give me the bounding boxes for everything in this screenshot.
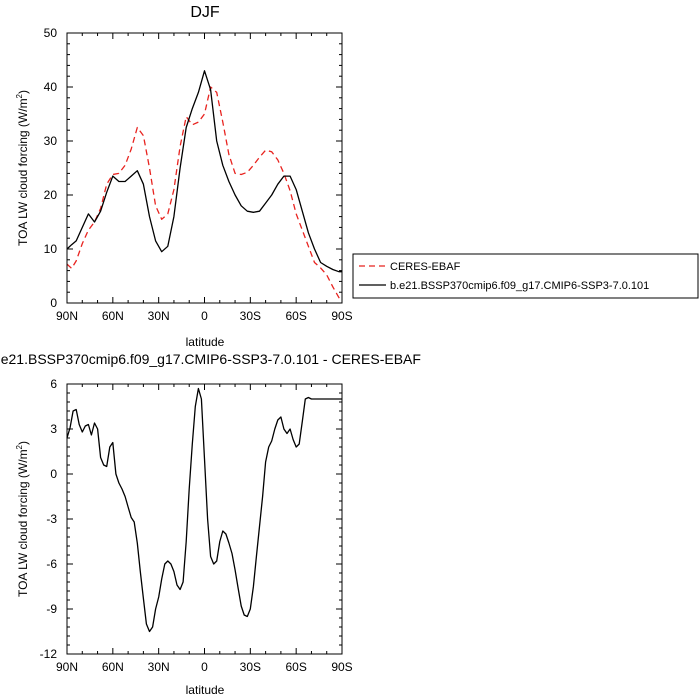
bottom-chart-ylabel: TOA LW cloud forcing (W/m2) <box>15 441 30 597</box>
top-chart: DJF 90N 60N 30N 0 30S 60S 90S 0 10 20 30 40 50 latit… <box>15 4 699 349</box>
top-chart-series-line-0 <box>66 86 343 301</box>
legend-label-model: b.e21.BSSP370cmip6.f09_g17.CMIP6-SSP3-7.… <box>390 280 649 292</box>
bottom-chart-ytick-label: 3 <box>50 422 57 436</box>
bottom-chart-xtick-label: 0 <box>201 660 208 674</box>
top-chart-ytick-label: 10 <box>44 242 58 256</box>
bottom-chart-xtick-label: 90S <box>331 660 352 674</box>
top-chart-xtick-label: 90S <box>331 309 352 323</box>
top-chart-xlabel: latitude <box>186 335 225 349</box>
bottom-chart-xtick-label: 30N <box>148 660 170 674</box>
bottom-chart-ytick-label: -12 <box>40 647 58 661</box>
bottom-chart-xlabel: latitude <box>186 683 225 697</box>
top-chart-ylabel-close: ) <box>16 90 30 94</box>
top-chart-xtick-label: 60N <box>102 309 124 323</box>
top-chart-ytick-label: 20 <box>44 188 58 202</box>
top-chart-xtick-label: 30N <box>148 309 170 323</box>
bottom-chart-series-line-0 <box>66 387 342 633</box>
top-chart-frame <box>66 32 343 304</box>
bottom-chart-ytick-label: -6 <box>46 557 57 571</box>
top-chart-ylabel-main: TOA LW cloud forcing (W/m <box>16 98 30 246</box>
top-chart-ytick-label: 50 <box>44 26 58 40</box>
bottom-chart-ytick-label: 6 <box>50 377 57 391</box>
top-chart-ytick-label: 0 <box>50 296 57 310</box>
bottom-chart-ytick-label: -3 <box>46 512 57 526</box>
bottom-chart-xtick-label: 60S <box>285 660 306 674</box>
top-chart-xtick-label: 60S <box>285 309 306 323</box>
top-chart-xtick-label: 30S <box>240 309 261 323</box>
top-chart-xtick-label: 0 <box>201 309 208 323</box>
top-chart-series-line-1 <box>66 70 342 273</box>
bottom-chart-ylabel-close: ) <box>16 441 30 445</box>
bottom-chart-xtick-label: 60N <box>102 660 124 674</box>
top-chart-series <box>66 70 343 301</box>
bottom-chart-ytick-label: -9 <box>46 602 57 616</box>
legend-box <box>352 253 699 299</box>
legend-label-ceres: CERES-EBAF <box>390 261 461 273</box>
bottom-chart-frame <box>66 383 343 655</box>
bottom-chart-axes: 90N 60N 30N 0 30S 60S 90S -12 -9 -6 -3 0 3 6 <box>40 377 353 674</box>
top-chart-axes: 90N 60N 30N 0 30S 60S 90S 0 10 20 30 40 50 <box>44 26 353 323</box>
top-chart-ylabel: TOA LW cloud forcing (W/m2) <box>15 90 30 246</box>
top-chart-ytick-label: 30 <box>44 134 58 148</box>
top-chart-title: DJF <box>190 4 220 21</box>
bottom-chart-series <box>66 387 342 633</box>
bottom-chart-title: b.e21.BSSP370cmip6.f09_g17.CMIP6-SSP3-7.… <box>0 351 421 367</box>
bottom-chart-ytick-label: 0 <box>50 467 57 481</box>
top-chart-xtick-label: 90N <box>56 309 78 323</box>
bottom-chart-ylabel-main: TOA LW cloud forcing (W/m <box>16 449 30 597</box>
top-chart-legend: CERES-EBAF b.e21.BSSP370cmip6.f09_g17.CM… <box>352 253 699 299</box>
top-chart-ylabel-sup: 2 <box>15 93 24 98</box>
bottom-chart-xtick-label: 90N <box>56 660 78 674</box>
bottom-chart-xtick-label: 30S <box>240 660 261 674</box>
bottom-chart-ylabel-sup: 2 <box>15 444 24 449</box>
top-chart-ytick-label: 40 <box>44 80 58 94</box>
bottom-chart: b.e21.BSSP370cmip6.f09_g17.CMIP6-SSP3-7.… <box>0 351 421 697</box>
